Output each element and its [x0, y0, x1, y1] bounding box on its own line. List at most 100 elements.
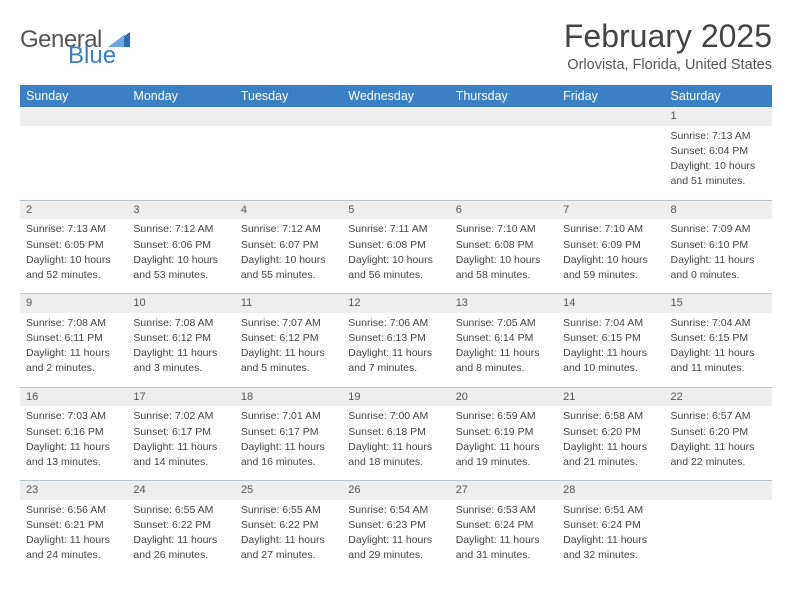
day-details-cell: Sunrise: 6:54 AMSunset: 6:23 PMDaylight:…	[342, 500, 449, 574]
sunrise-text: Sunrise: 7:04 AM	[563, 316, 658, 330]
day-number-cell	[127, 107, 234, 126]
day-header: Saturday	[665, 85, 772, 107]
day-number-cell: 23	[20, 481, 127, 500]
sunset-text: Sunset: 6:22 PM	[241, 518, 336, 532]
day1-text: Daylight: 10 hours	[241, 253, 336, 267]
sunset-text: Sunset: 6:24 PM	[563, 518, 658, 532]
sunrise-text: Sunrise: 7:11 AM	[348, 222, 443, 236]
sunset-text: Sunset: 6:17 PM	[241, 425, 336, 439]
day1-text: Daylight: 11 hours	[26, 533, 121, 547]
day1-text: Daylight: 11 hours	[241, 346, 336, 360]
sunrise-text: Sunrise: 7:00 AM	[348, 409, 443, 423]
day1-text: Daylight: 10 hours	[456, 253, 551, 267]
day-header: Sunday	[20, 85, 127, 107]
day-number: 27	[456, 484, 468, 496]
day-number: 14	[563, 297, 575, 309]
sunset-text: Sunset: 6:08 PM	[456, 238, 551, 252]
day-number: 25	[241, 484, 253, 496]
details-row: Sunrise: 7:13 AMSunset: 6:04 PMDaylight:…	[20, 126, 772, 200]
day-details-cell	[127, 126, 234, 200]
day1-text: Daylight: 10 hours	[348, 253, 443, 267]
day-number-cell: 20	[450, 387, 557, 406]
sunrise-text: Sunrise: 6:55 AM	[133, 503, 228, 517]
day-details-cell: Sunrise: 6:58 AMSunset: 6:20 PMDaylight:…	[557, 406, 664, 480]
day-header: Monday	[127, 85, 234, 107]
day-details-cell	[20, 126, 127, 200]
day-number-cell: 6	[450, 200, 557, 219]
calendar-table: Sunday Monday Tuesday Wednesday Thursday…	[20, 85, 772, 574]
day-number-cell: 10	[127, 294, 234, 313]
day1-text: Daylight: 10 hours	[563, 253, 658, 267]
day-number: 6	[456, 204, 462, 216]
details-row: Sunrise: 6:56 AMSunset: 6:21 PMDaylight:…	[20, 500, 772, 574]
day-number-cell: 12	[342, 294, 449, 313]
day-number-cell: 21	[557, 387, 664, 406]
day-number-cell: 2	[20, 200, 127, 219]
daynum-row: 232425262728	[20, 481, 772, 500]
sunrise-text: Sunrise: 6:56 AM	[26, 503, 121, 517]
day-details-cell: Sunrise: 6:51 AMSunset: 6:24 PMDaylight:…	[557, 500, 664, 574]
day-number-cell	[450, 107, 557, 126]
day-details-cell: Sunrise: 7:08 AMSunset: 6:12 PMDaylight:…	[127, 313, 234, 387]
daynum-row: 9101112131415	[20, 294, 772, 313]
day-details-cell	[665, 500, 772, 574]
day1-text: Daylight: 11 hours	[671, 440, 766, 454]
day-number-cell: 27	[450, 481, 557, 500]
sunrise-text: Sunrise: 7:12 AM	[241, 222, 336, 236]
day-details-cell: Sunrise: 6:55 AMSunset: 6:22 PMDaylight:…	[127, 500, 234, 574]
day-details-cell	[557, 126, 664, 200]
day1-text: Daylight: 11 hours	[241, 440, 336, 454]
day-number-cell: 17	[127, 387, 234, 406]
day1-text: Daylight: 11 hours	[241, 533, 336, 547]
day-details-cell	[450, 126, 557, 200]
day-number-cell: 16	[20, 387, 127, 406]
sunrise-text: Sunrise: 7:09 AM	[671, 222, 766, 236]
sunrise-text: Sunrise: 7:08 AM	[133, 316, 228, 330]
day1-text: Daylight: 11 hours	[348, 533, 443, 547]
sunrise-text: Sunrise: 7:10 AM	[563, 222, 658, 236]
day-number: 21	[563, 391, 575, 403]
day-header: Thursday	[450, 85, 557, 107]
day1-text: Daylight: 11 hours	[456, 346, 551, 360]
day1-text: Daylight: 10 hours	[671, 159, 766, 173]
sunrise-text: Sunrise: 7:08 AM	[26, 316, 121, 330]
sunset-text: Sunset: 6:15 PM	[563, 331, 658, 345]
day-number-cell: 3	[127, 200, 234, 219]
day-details-cell: Sunrise: 7:12 AMSunset: 6:07 PMDaylight:…	[235, 219, 342, 293]
day-header: Friday	[557, 85, 664, 107]
sunrise-text: Sunrise: 6:59 AM	[456, 409, 551, 423]
day-number: 15	[671, 297, 683, 309]
day1-text: Daylight: 11 hours	[133, 533, 228, 547]
day-details-cell: Sunrise: 7:00 AMSunset: 6:18 PMDaylight:…	[342, 406, 449, 480]
daynum-row: 1	[20, 107, 772, 126]
day1-text: Daylight: 11 hours	[563, 440, 658, 454]
sunrise-text: Sunrise: 7:05 AM	[456, 316, 551, 330]
day1-text: Daylight: 11 hours	[26, 346, 121, 360]
day2-text: and 27 minutes.	[241, 548, 336, 562]
day-details-cell: Sunrise: 7:05 AMSunset: 6:14 PMDaylight:…	[450, 313, 557, 387]
day2-text: and 19 minutes.	[456, 455, 551, 469]
header: General February 2025 Orlovista, Florida…	[20, 18, 772, 73]
sunset-text: Sunset: 6:21 PM	[26, 518, 121, 532]
sunrise-text: Sunrise: 6:51 AM	[563, 503, 658, 517]
day-number-cell: 25	[235, 481, 342, 500]
day-header-row: Sunday Monday Tuesday Wednesday Thursday…	[20, 85, 772, 107]
day-details-cell: Sunrise: 6:55 AMSunset: 6:22 PMDaylight:…	[235, 500, 342, 574]
day-number: 26	[348, 484, 360, 496]
day-number-cell	[235, 107, 342, 126]
day-number: 2	[26, 204, 32, 216]
sunset-text: Sunset: 6:05 PM	[26, 238, 121, 252]
sunrise-text: Sunrise: 7:07 AM	[241, 316, 336, 330]
sunset-text: Sunset: 6:12 PM	[241, 331, 336, 345]
day2-text: and 21 minutes.	[563, 455, 658, 469]
day2-text: and 8 minutes.	[456, 361, 551, 375]
day2-text: and 22 minutes.	[671, 455, 766, 469]
day2-text: and 3 minutes.	[133, 361, 228, 375]
day-number-cell	[557, 107, 664, 126]
day2-text: and 24 minutes.	[26, 548, 121, 562]
sunset-text: Sunset: 6:08 PM	[348, 238, 443, 252]
sunrise-text: Sunrise: 7:10 AM	[456, 222, 551, 236]
day-number-cell: 8	[665, 200, 772, 219]
day2-text: and 10 minutes.	[563, 361, 658, 375]
day-number-cell: 24	[127, 481, 234, 500]
